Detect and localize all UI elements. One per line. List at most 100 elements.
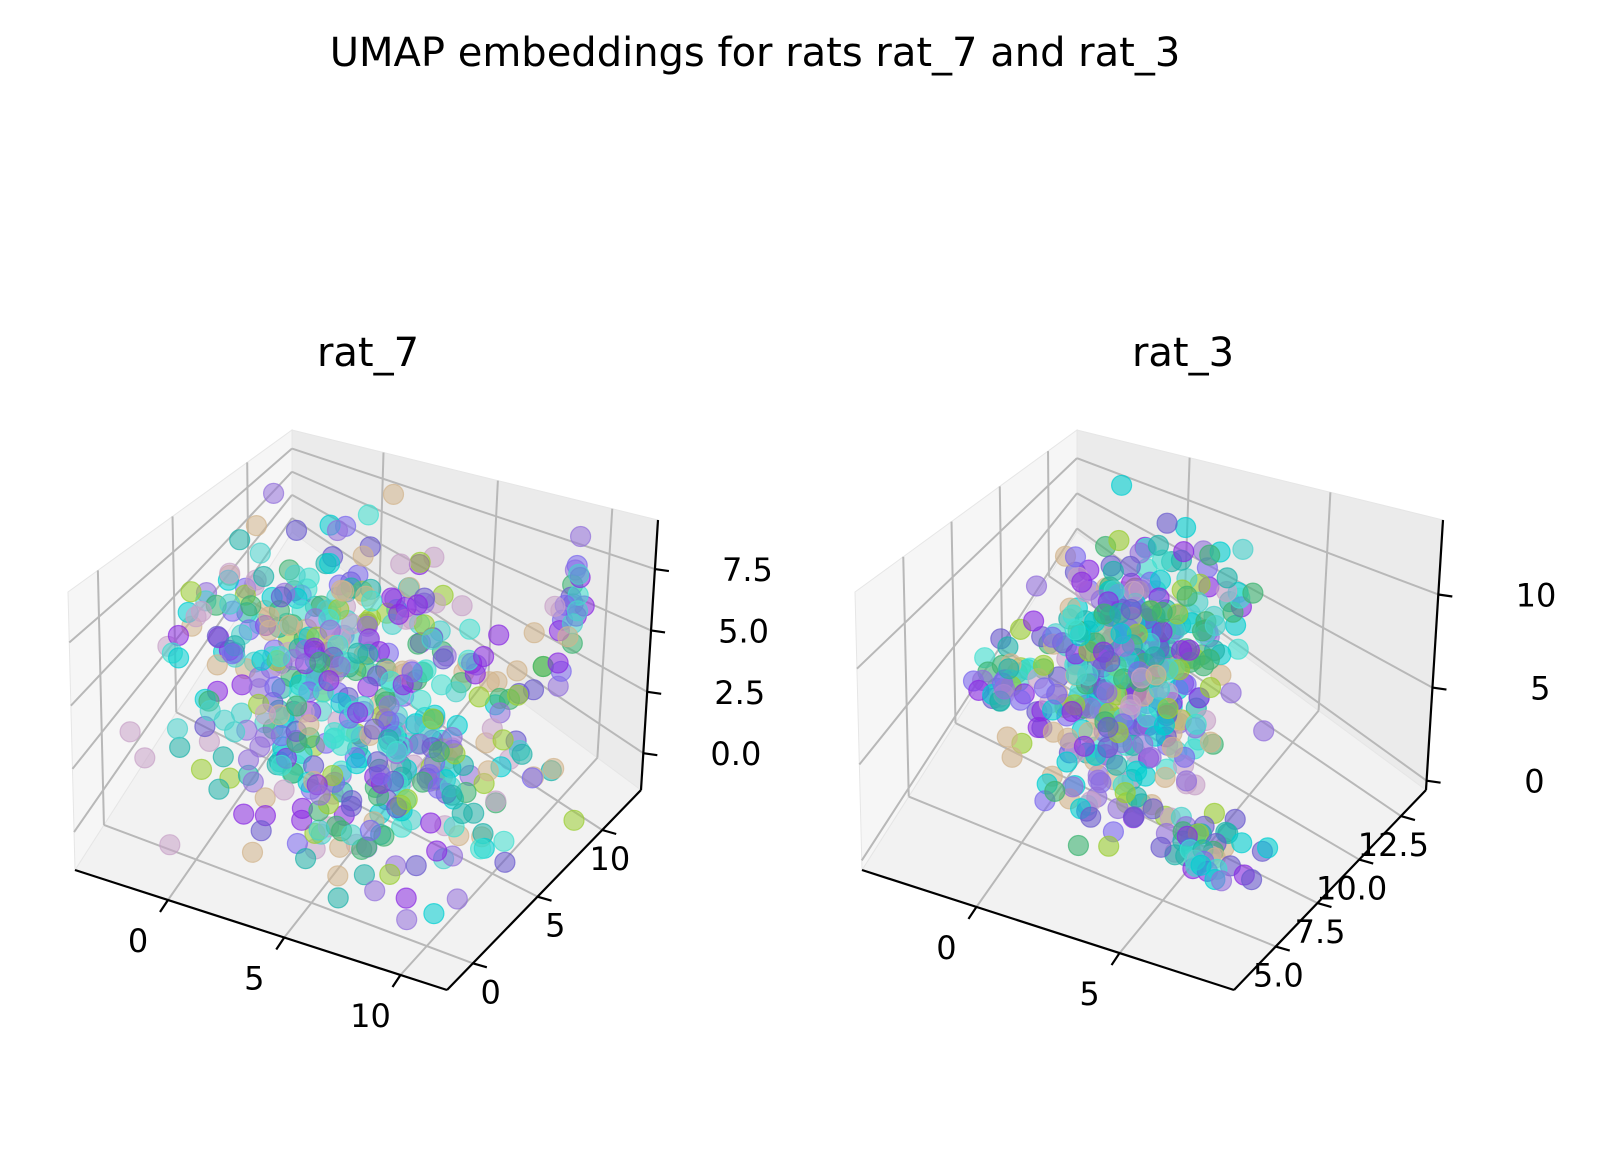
y-tick-label: 7.5 — [1295, 913, 1346, 951]
scatter-point — [159, 834, 181, 856]
scatter-point — [346, 752, 368, 775]
gridline-z — [856, 457, 1078, 670]
x-tick-label: 0 — [128, 922, 148, 960]
y-tick-mark — [1317, 901, 1332, 909]
z-tick-mark — [650, 629, 666, 634]
scatter-point — [993, 678, 1016, 700]
scatter-point — [254, 787, 276, 809]
scatter-point — [1099, 650, 1121, 673]
scatter-point — [409, 551, 431, 573]
x-tick-label: 5 — [1079, 975, 1099, 1013]
scatter-point — [566, 600, 589, 622]
scatter-point — [208, 778, 230, 800]
gridline-x — [596, 508, 614, 758]
scatter-point — [1032, 654, 1055, 676]
scatter-point — [441, 784, 463, 806]
z-axis-line — [639, 519, 660, 791]
scatter-point — [557, 626, 579, 648]
scatter-point — [219, 593, 241, 615]
scatter-point — [1071, 571, 1093, 593]
gridline-x — [378, 452, 385, 597]
y-tick-mark — [537, 895, 552, 902]
scatter-point — [1199, 544, 1221, 566]
scatter-point — [319, 552, 341, 575]
gridline-z — [858, 492, 1078, 766]
scatter-point — [270, 586, 292, 608]
z-tick-mark — [654, 568, 670, 573]
scatter-point — [134, 747, 156, 769]
scatter-point — [1147, 534, 1170, 557]
scatter-point — [309, 784, 331, 806]
scatter-point — [477, 760, 499, 782]
scatter-point — [1123, 806, 1145, 828]
scatter-point — [219, 562, 241, 584]
z-tick-mark — [1438, 593, 1453, 598]
scatter-point — [206, 625, 228, 648]
scatter-point — [568, 563, 590, 585]
scatter-point — [264, 676, 286, 698]
scatter-point — [1140, 746, 1162, 768]
gridline-z — [68, 447, 293, 644]
scatter-point — [341, 789, 363, 812]
scatter-point — [506, 660, 528, 682]
scatter-point — [1108, 529, 1130, 552]
scatter-point — [388, 603, 410, 626]
gridline-y — [902, 556, 910, 797]
scatter-point — [327, 865, 349, 887]
z-tick-label: 5.0 — [718, 612, 769, 650]
scatter-point — [1102, 560, 1125, 582]
scatter-point — [1253, 720, 1275, 742]
scatter-point — [1041, 626, 1064, 648]
tick-labels-rat-3: 0 5 5.0 7.5 10.0 12.5 0 5 10 — [936, 576, 1556, 1013]
scatter-point — [359, 819, 381, 842]
z-axis-line — [1424, 519, 1445, 791]
scatter-point — [1210, 870, 1233, 892]
subplot-rat-7: rat_7 0 5 10 0 5 10 0.0 2.5 5.0 7.5 — [67, 330, 773, 1035]
scatter-point — [169, 736, 191, 759]
y-tick-mark — [1358, 858, 1374, 865]
z-tick-label: 5 — [1530, 670, 1550, 708]
scatter-point — [361, 590, 383, 612]
scatter-point — [1175, 770, 1198, 792]
gridline-y — [950, 521, 957, 724]
scatter-point — [399, 576, 421, 599]
scatter-point — [1145, 664, 1167, 686]
x-tick-mark — [275, 936, 286, 951]
y-axis-line — [446, 789, 642, 991]
scatter-point — [1098, 835, 1120, 857]
scatter-point — [1154, 766, 1176, 789]
scatter-point — [446, 888, 468, 910]
x-tick-mark — [1110, 952, 1121, 966]
y-tick-label: 10 — [589, 840, 630, 878]
scatter-point — [1256, 837, 1279, 859]
scatter-point — [1216, 567, 1238, 589]
scatter-point — [488, 624, 510, 646]
scatter-point — [329, 656, 351, 678]
scatter-point — [396, 788, 418, 811]
y-tick-label: 0 — [481, 973, 501, 1011]
scatter-point — [168, 647, 190, 669]
scatter-point — [451, 595, 473, 617]
scatter-point — [1073, 735, 1096, 757]
gridline-z — [291, 447, 656, 571]
z-tick-mark — [1432, 686, 1447, 691]
scatter-points-rat-3 — [962, 474, 1279, 892]
gridline-y — [171, 516, 178, 713]
scatter-point — [233, 803, 255, 825]
z-tick-label: 0 — [1524, 763, 1544, 801]
scatter-point — [322, 764, 344, 787]
scatter-point — [396, 908, 418, 931]
scatter-point — [379, 863, 401, 886]
scatter-point — [327, 887, 349, 909]
z-tick-mark — [647, 690, 662, 695]
scatter-point — [521, 767, 543, 789]
x-tick-mark — [967, 906, 978, 920]
scatter-point — [544, 595, 566, 617]
scatter-point — [330, 579, 352, 601]
scatter-point — [326, 519, 349, 542]
tick-labels-rat-7: 0 5 10 0 5 10 0.0 2.5 5.0 7.5 — [128, 551, 773, 1035]
scatter-point — [1199, 731, 1222, 753]
scatter-point — [432, 648, 454, 670]
scatter-point — [473, 645, 495, 668]
